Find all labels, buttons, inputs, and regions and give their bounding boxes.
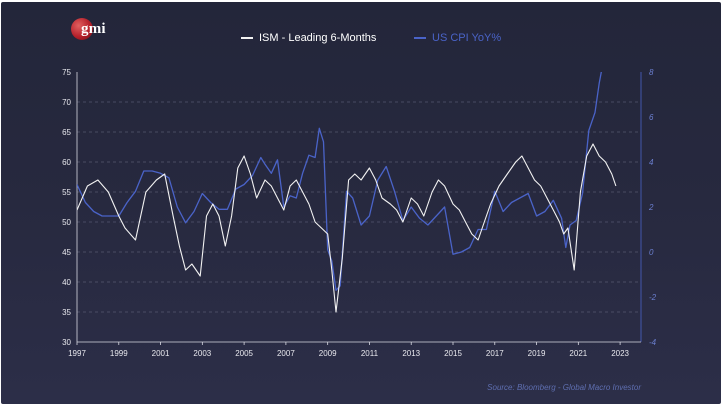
y-left-tick-label: 65 <box>62 128 71 137</box>
y-left-tick-label: 55 <box>62 188 71 197</box>
y-left-tick-label: 75 <box>62 68 71 77</box>
x-tick-label: 2001 <box>152 349 170 358</box>
y-right-tick-label: 4 <box>649 158 654 167</box>
x-tick-label: 2009 <box>319 349 337 358</box>
x-tick-label: 1999 <box>110 349 128 358</box>
series-line-ism <box>77 143 617 313</box>
y-left-tick-label: 45 <box>62 248 71 257</box>
y-right-tick-label: 8 <box>649 68 654 77</box>
legend-item-cpi[interactable]: US CPI YoY% <box>414 32 501 44</box>
y-left-tick-label: 40 <box>62 278 71 287</box>
legend-swatch-ism <box>241 37 253 39</box>
gmi-logo: gmi <box>69 18 115 44</box>
y-left-tick-label: 50 <box>62 218 71 227</box>
y-right-tick-label: -4 <box>649 338 657 347</box>
x-tick-label: 2013 <box>402 349 420 358</box>
legend-label-ism: ISM - Leading 6-Months <box>259 32 377 44</box>
x-tick-label: 2003 <box>193 349 211 358</box>
y-left-tick-label: 30 <box>62 338 71 347</box>
x-tick-label: 2005 <box>235 349 253 358</box>
y-left-tick-label: 70 <box>62 98 71 107</box>
chart-legend: ISM - Leading 6-Months US CPI YoY% <box>1 32 721 48</box>
legend-label-cpi: US CPI YoY% <box>432 32 502 44</box>
logo-globe-icon <box>71 18 93 40</box>
x-tick-label: 2015 <box>444 349 462 358</box>
source-note: Source: Bloomberg - Global Macro Investo… <box>487 383 641 392</box>
y-right-tick-label: 2 <box>648 203 654 212</box>
x-tick-label: 2011 <box>361 349 379 358</box>
legend-item-ism[interactable]: ISM - Leading 6-Months <box>241 32 376 44</box>
legend-swatch-cpi <box>414 37 426 39</box>
logo-text: gmi <box>81 21 106 37</box>
x-tick-label: 2023 <box>611 349 629 358</box>
y-right-tick-label: 0 <box>649 248 654 257</box>
x-tick-label: 1997 <box>68 349 86 358</box>
x-tick-label: 2007 <box>277 349 295 358</box>
x-tick-label: 2019 <box>528 349 546 358</box>
y-right-tick-label: -2 <box>649 293 657 302</box>
x-tick-label: 2021 <box>569 349 587 358</box>
series-line-cpi <box>77 72 602 291</box>
y-right-tick-label: 6 <box>649 113 654 122</box>
y-left-tick-label: 60 <box>62 158 71 167</box>
y-left-tick-label: 35 <box>62 308 71 317</box>
x-tick-label: 2017 <box>486 349 504 358</box>
